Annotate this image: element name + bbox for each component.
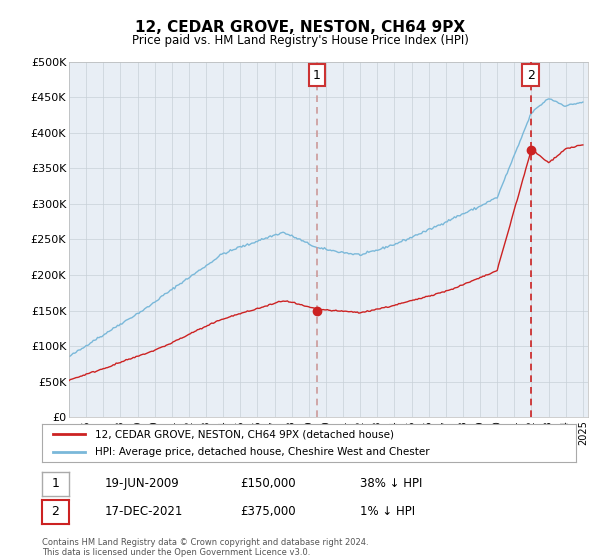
Text: 2: 2 [52, 505, 59, 519]
Text: Contains HM Land Registry data © Crown copyright and database right 2024.
This d: Contains HM Land Registry data © Crown c… [42, 538, 368, 557]
Text: £375,000: £375,000 [240, 505, 296, 519]
Text: Price paid vs. HM Land Registry's House Price Index (HPI): Price paid vs. HM Land Registry's House … [131, 34, 469, 46]
Text: 1: 1 [52, 477, 59, 491]
Text: 12, CEDAR GROVE, NESTON, CH64 9PX (detached house): 12, CEDAR GROVE, NESTON, CH64 9PX (detac… [95, 429, 394, 439]
Text: 1: 1 [313, 69, 321, 82]
Text: 1% ↓ HPI: 1% ↓ HPI [360, 505, 415, 519]
Text: HPI: Average price, detached house, Cheshire West and Chester: HPI: Average price, detached house, Ches… [95, 447, 430, 457]
Text: 17-DEC-2021: 17-DEC-2021 [105, 505, 184, 519]
Text: 12, CEDAR GROVE, NESTON, CH64 9PX: 12, CEDAR GROVE, NESTON, CH64 9PX [135, 20, 465, 35]
Text: 38% ↓ HPI: 38% ↓ HPI [360, 477, 422, 491]
Text: 2: 2 [527, 69, 535, 82]
Text: 19-JUN-2009: 19-JUN-2009 [105, 477, 180, 491]
Text: £150,000: £150,000 [240, 477, 296, 491]
